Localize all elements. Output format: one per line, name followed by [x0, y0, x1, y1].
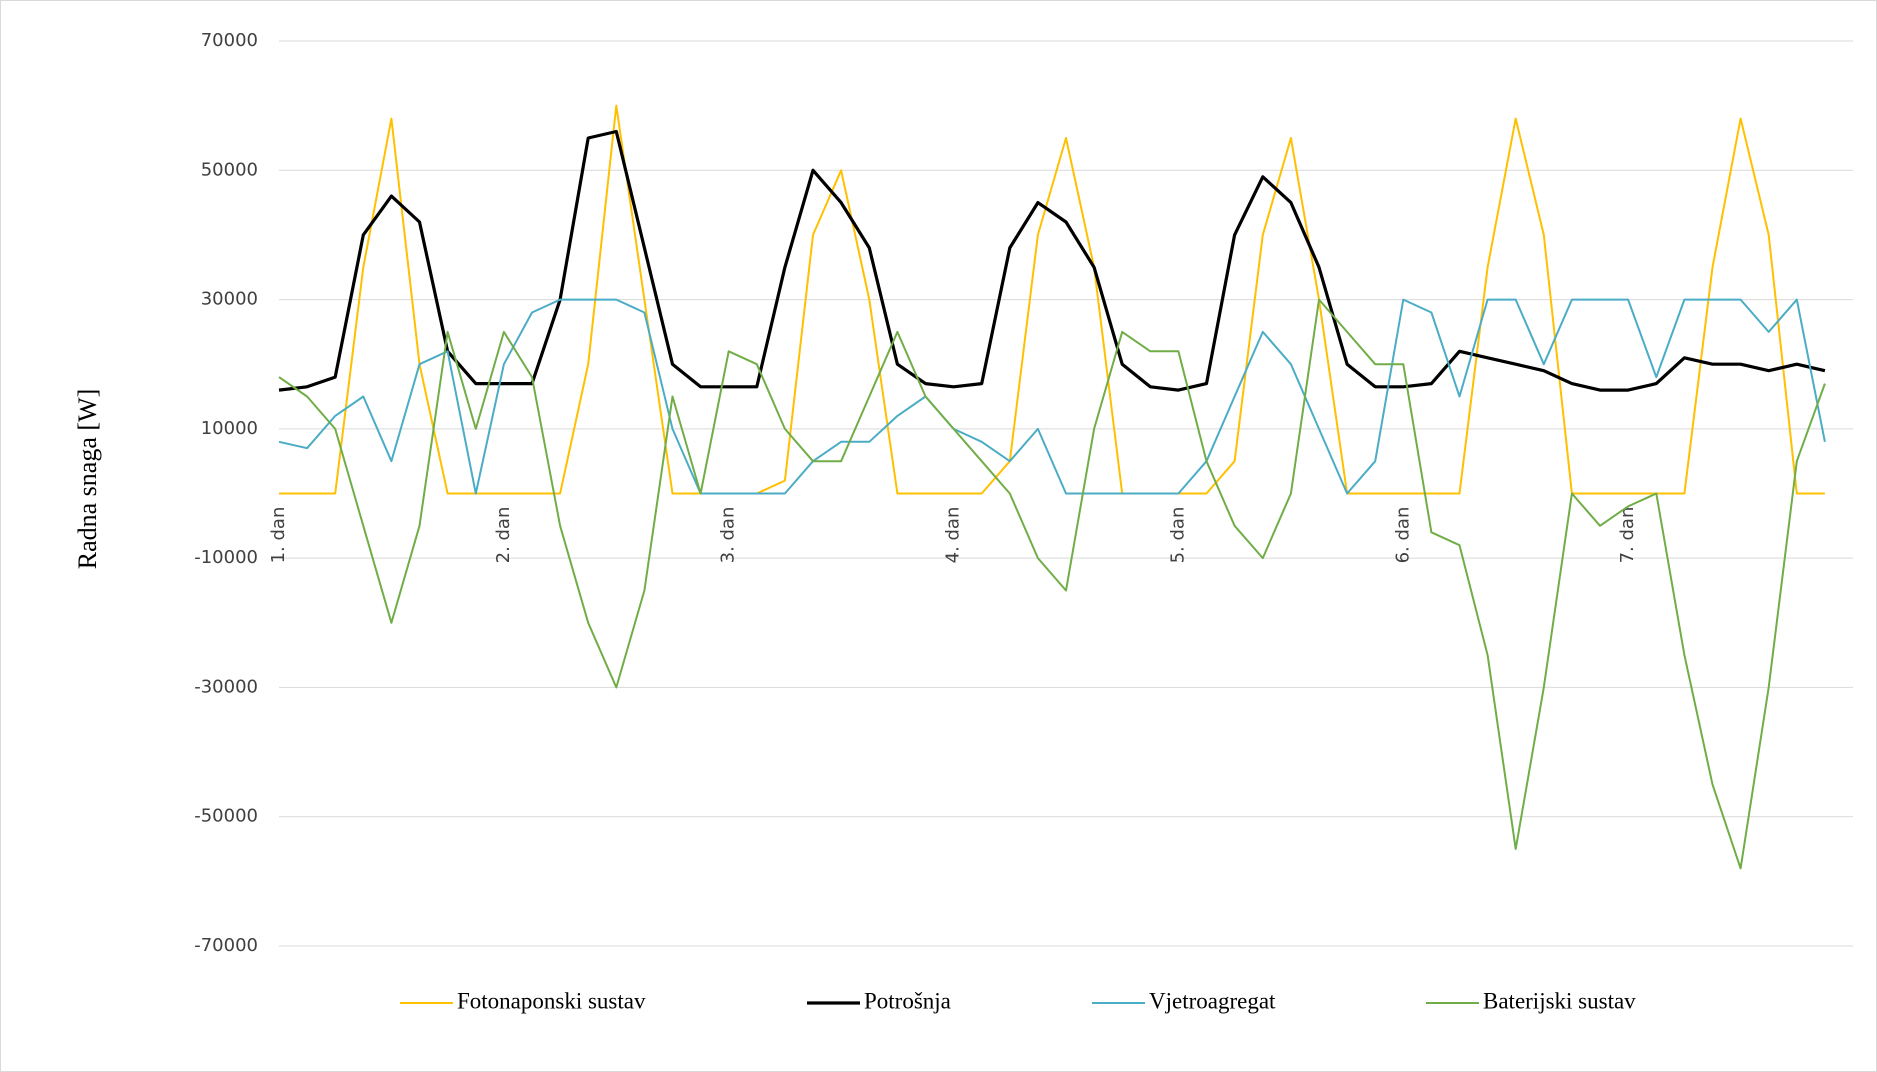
x-tick-label: 3. dan — [718, 507, 739, 564]
x-tick-label: 6. dan — [1392, 507, 1413, 564]
series-line — [278, 298, 1826, 495]
series-line — [279, 104, 1825, 495]
y-tick-label: 50000 — [201, 159, 258, 180]
y-tick-label: -70000 — [194, 935, 258, 956]
y-tick-label: 30000 — [201, 289, 258, 310]
series-line — [278, 298, 1826, 870]
x-tick-label: 2. dan — [493, 507, 514, 564]
y-tick-label: -10000 — [194, 547, 258, 568]
legend-label: Potrošnja — [864, 988, 951, 1013]
y-tick-label: -30000 — [194, 676, 258, 697]
series-line — [278, 129, 1826, 392]
x-tick-label: 1. dan — [268, 507, 289, 564]
legend-label: Fotonaponski sustav — [457, 988, 646, 1013]
y-tick-label: 70000 — [201, 30, 258, 51]
legend-label: Vjetroagregat — [1149, 988, 1276, 1013]
x-tick-label: 7. dan — [1617, 507, 1638, 564]
y-tick-label: 10000 — [201, 418, 258, 439]
x-tick-label: 4. dan — [943, 507, 964, 564]
legend-label: Baterijski sustav — [1483, 988, 1636, 1013]
y-tick-label: -50000 — [194, 806, 258, 827]
x-tick-label: 5. dan — [1167, 507, 1188, 564]
y-axis-label: Radna snaga [W] — [73, 389, 102, 569]
